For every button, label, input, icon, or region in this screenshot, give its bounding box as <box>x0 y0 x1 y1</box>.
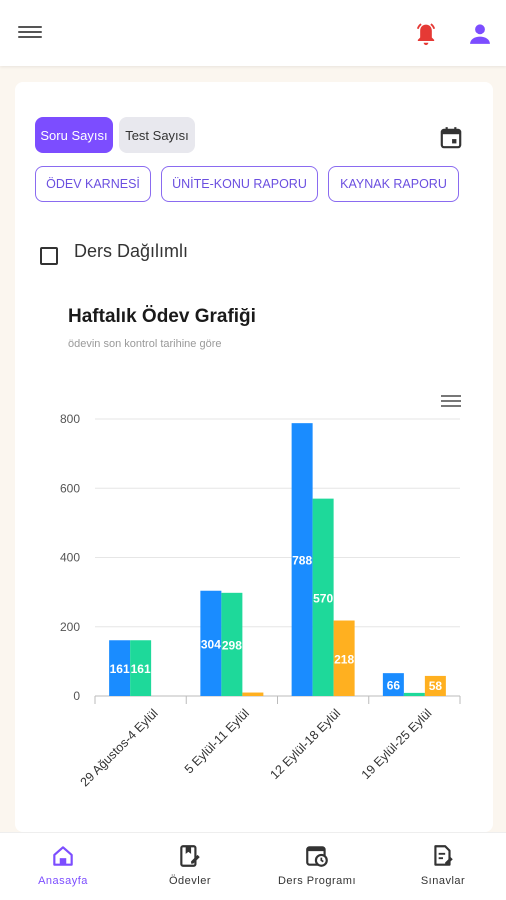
person-icon[interactable] <box>466 20 494 48</box>
data-label: 570 <box>313 591 333 605</box>
bar <box>130 640 152 696</box>
chart-menu-icon[interactable] <box>441 392 461 408</box>
bar <box>333 620 355 696</box>
nav-odevler[interactable]: Ödevler <box>135 843 245 887</box>
bar <box>382 673 404 696</box>
home-icon <box>53 846 73 866</box>
chart-subtitle: ödevin son kontrol tarihine göre <box>68 338 222 350</box>
bar <box>291 423 313 696</box>
data-label: 161 <box>131 662 151 676</box>
nav-label: Ders Programı <box>277 875 357 887</box>
nav-ders-programi[interactable]: Ders Programı <box>262 843 372 887</box>
calendar-icon[interactable] <box>438 125 464 151</box>
report-card: Soru Sayısı Test Sayısı ÖDEV KARNESİ ÜNİ… <box>15 82 493 832</box>
bar <box>242 692 264 696</box>
homework-edit-icon <box>180 845 200 867</box>
bar <box>109 640 131 696</box>
alarm-bell-icon[interactable] <box>412 20 440 48</box>
bar <box>221 592 243 696</box>
soru-sayisi-toggle[interactable]: Soru Sayısı <box>35 117 113 153</box>
schedule-calendar-icon <box>306 846 328 867</box>
data-label: 304 <box>201 637 221 651</box>
data-label: 66 <box>387 679 401 693</box>
bottom-navigation: Anasayfa Ödevler Ders Programı Sınavlar <box>0 832 506 900</box>
bar <box>403 692 425 696</box>
kaynak-raporu-button[interactable]: KAYNAK RAPORU <box>328 166 459 202</box>
odev-karnesi-button[interactable]: ÖDEV KARNESİ <box>35 166 151 202</box>
ders-dagilimli-checkbox[interactable] <box>40 247 58 265</box>
data-label: 161 <box>110 662 130 676</box>
nav-sinavlar[interactable]: Sınavlar <box>388 843 498 887</box>
nav-anasayfa[interactable]: Anasayfa <box>8 843 118 887</box>
y-tick-label: 400 <box>60 551 80 565</box>
y-tick-label: 0 <box>73 689 80 703</box>
bar <box>424 675 446 696</box>
test-sayisi-toggle[interactable]: Test Sayısı <box>119 117 195 153</box>
nav-label: Sınavlar <box>420 875 466 887</box>
ders-dagilimli-label: Ders Dağılımlı <box>74 241 189 261</box>
data-label: 218 <box>334 652 354 666</box>
y-tick-label: 800 <box>60 412 80 426</box>
exam-document-icon <box>434 845 453 866</box>
data-label: 298 <box>222 638 242 652</box>
nav-label: Ödevler <box>168 875 212 887</box>
x-tick-label: 12 Eylül-18 Eylül <box>268 706 344 782</box>
x-tick-label: 5 Eylül-11 Eylül <box>182 706 252 776</box>
x-tick-label: 29 Ağustos-4 Eylül <box>78 706 161 789</box>
app-bar <box>0 0 506 66</box>
bar <box>312 498 334 696</box>
hamburger-menu-icon[interactable] <box>18 23 42 43</box>
x-tick-label: 19 Eylül-25 Eylül <box>359 706 435 782</box>
y-tick-label: 200 <box>60 620 80 634</box>
unite-konu-raporu-button[interactable]: ÜNİTE-KONU RAPORU <box>161 166 318 202</box>
nav-label: Anasayfa <box>38 875 88 887</box>
bar <box>200 590 222 696</box>
chart-title: Haftalık Ödev Grafiği <box>68 306 256 327</box>
data-label: 58 <box>429 679 443 693</box>
data-label: 788 <box>292 554 312 568</box>
y-tick-label: 600 <box>60 481 80 495</box>
